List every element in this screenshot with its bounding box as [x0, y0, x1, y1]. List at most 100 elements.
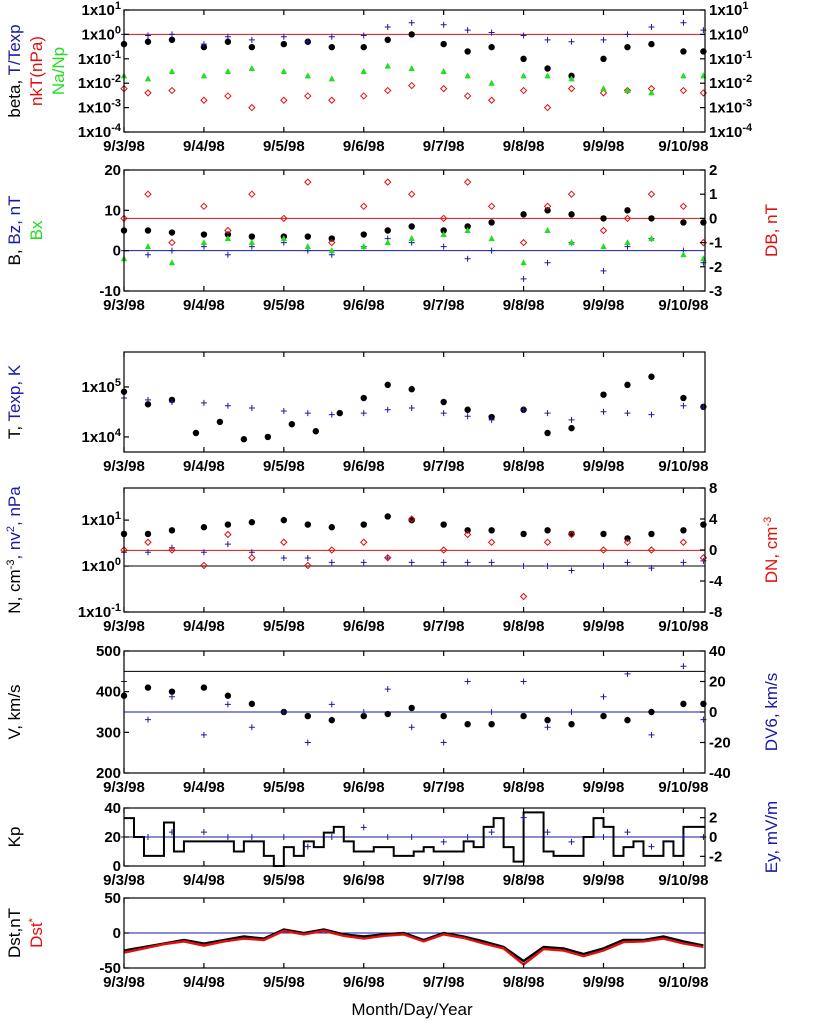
data-point: [700, 521, 707, 528]
data-point: [280, 68, 288, 75]
data-point: [520, 72, 527, 79]
data-point: [384, 239, 391, 246]
data-point: [488, 829, 495, 836]
data-point: [488, 709, 495, 715]
data-point: [328, 33, 335, 40]
data-point: [440, 559, 447, 566]
y-tick-label: 20: [104, 162, 121, 179]
data-point: [680, 663, 687, 670]
data-point: [328, 546, 336, 554]
data-point: [599, 89, 608, 97]
data-point: [200, 72, 208, 79]
data-point: [464, 721, 471, 728]
data-point: [544, 259, 551, 266]
y2-tick-label: 1x10-1: [709, 49, 752, 68]
data-point: [464, 27, 471, 34]
y-tick-label: 300: [96, 724, 121, 741]
data-point: [464, 48, 471, 55]
data-point: [488, 559, 495, 566]
y-tick-label: 1x101: [82, 0, 122, 19]
data-point: [567, 84, 576, 93]
y-axis-label: Kp: [5, 827, 24, 848]
y-tick-label: 50: [104, 890, 121, 907]
x-tick-label: 9/6/98: [343, 618, 385, 635]
data-point: [360, 68, 367, 75]
y2-tick-label: 1x10-4: [709, 122, 753, 141]
y-tick-label: 1x10-4: [78, 122, 122, 141]
y-tick-label: 1x100: [82, 556, 122, 575]
data-point: [543, 202, 552, 211]
data-point: [700, 219, 707, 226]
data-point: [600, 712, 607, 720]
x-tick-label: 9/3/98: [103, 974, 145, 991]
data-point: [168, 68, 176, 75]
x-tick-label: 9/3/98: [103, 872, 145, 889]
data-point: [624, 87, 631, 94]
y2-tick-label: 1x101: [709, 0, 749, 19]
data-point: [544, 207, 551, 214]
y2-axis-label: DV6, km/s: [762, 673, 781, 751]
data-point: [408, 404, 415, 411]
data-point: [440, 410, 447, 417]
data-point: [599, 546, 608, 554]
y-axis-label-2: Bx: [27, 220, 46, 240]
y-axis-label-3: Na/Np: [49, 47, 68, 95]
data-point: [600, 55, 607, 62]
y2-axis-label: DN, cm-3: [762, 517, 781, 583]
data-point: [384, 86, 392, 95]
data-point: [168, 238, 176, 247]
x-tick-label: 9/10/98: [658, 974, 708, 991]
data-point: [264, 433, 272, 441]
data-point: [408, 19, 415, 26]
series-nv2: [121, 541, 707, 574]
panel-p6: 9/3/98 9/4/98 9/5/98 9/6/98 9/7/98 9/8/98 9/9/…: [5, 800, 781, 889]
data-point: [304, 712, 312, 720]
data-point: [248, 519, 256, 526]
data-point: [520, 259, 527, 266]
series-v: [120, 684, 707, 728]
data-point: [280, 214, 288, 223]
data-point: [568, 424, 575, 432]
y-tick-label: -50: [99, 960, 121, 977]
data-point: [224, 235, 232, 242]
data-point: [464, 72, 471, 79]
data-point: [488, 43, 495, 51]
y2-tick-label: -40: [709, 765, 731, 782]
data-point: [168, 36, 176, 44]
x-tick-label: 9/9/98: [583, 297, 625, 314]
plot-frame: [123, 9, 706, 133]
x-tick-label: 9/3/98: [103, 297, 145, 314]
y2-tick-label: 0: [709, 210, 717, 227]
data-point: [544, 527, 551, 534]
data-point: [144, 716, 151, 723]
data-point: [648, 565, 655, 572]
data-point: [224, 231, 232, 238]
data-point: [487, 202, 496, 211]
data-point: [200, 549, 207, 556]
data-point: [240, 436, 248, 443]
data-point: [200, 731, 207, 738]
data-point: [520, 530, 527, 538]
data-point: [680, 394, 687, 402]
data-point: [679, 86, 688, 95]
y2-tick-label: -2: [709, 259, 722, 276]
data-point: [464, 413, 471, 420]
data-point: [700, 700, 707, 708]
data-point: [224, 38, 232, 45]
data-point: [600, 563, 607, 570]
data-point: [360, 32, 367, 39]
series-db: [120, 178, 708, 247]
y-axis-label: beta, T/Texp: [5, 24, 24, 117]
data-point: [168, 546, 176, 554]
series-bx: [120, 227, 707, 266]
x-tick-label: 9/7/98: [423, 974, 465, 991]
data-point: [567, 190, 576, 198]
data-point: [624, 670, 631, 677]
data-point: [408, 223, 415, 230]
data-point: [648, 843, 655, 850]
x-tick-label: 9/10/98: [658, 458, 708, 475]
x-tick-label: 9/8/98: [503, 618, 545, 635]
x-tick-label: 9/8/98: [503, 974, 545, 991]
data-point: [680, 834, 687, 840]
data-point: [568, 211, 575, 218]
